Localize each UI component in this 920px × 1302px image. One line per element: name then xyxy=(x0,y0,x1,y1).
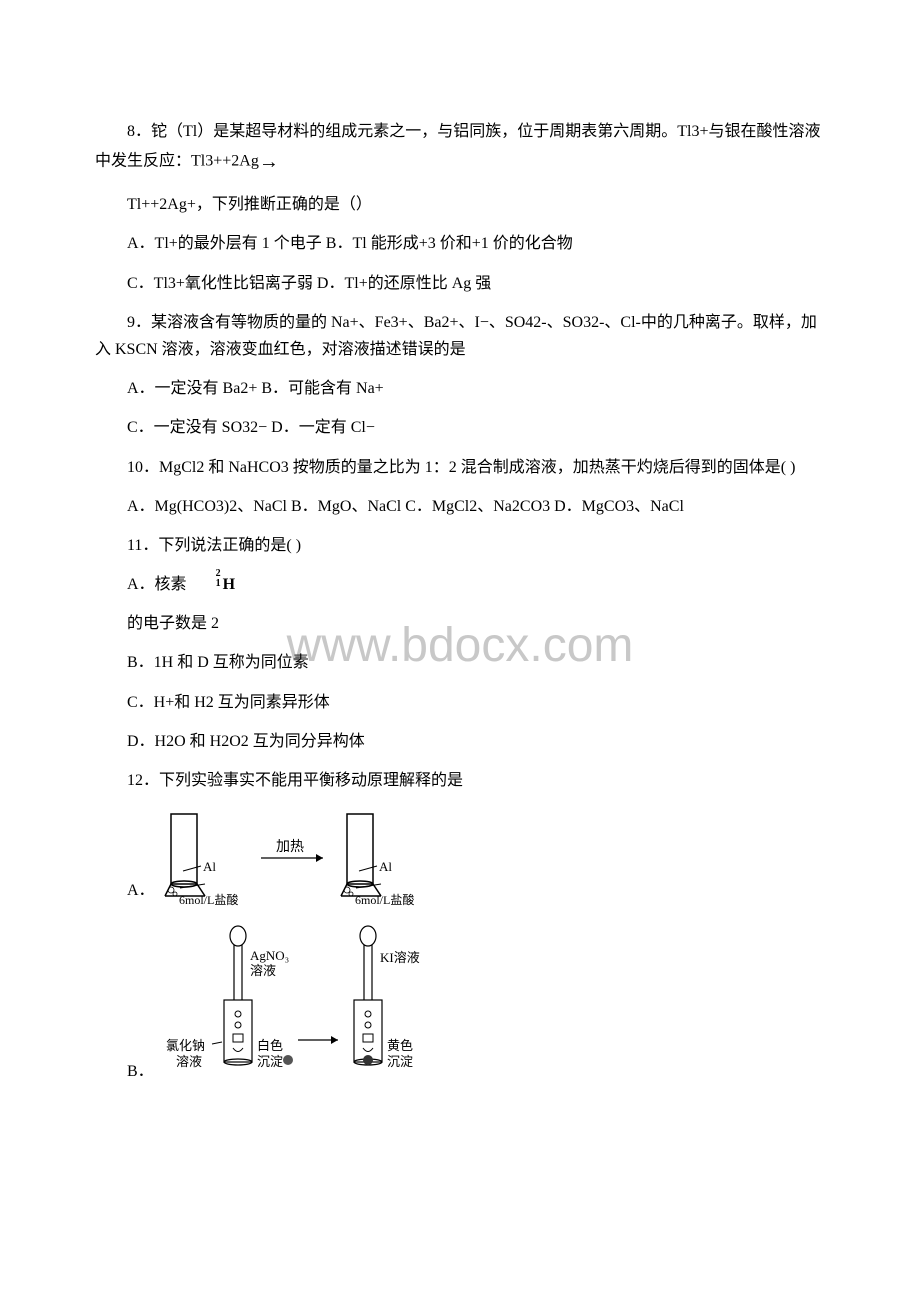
svg-text:Al: Al xyxy=(379,859,392,874)
svg-text:溶液: 溶液 xyxy=(176,1054,202,1069)
svg-text:Al: Al xyxy=(203,859,216,874)
svg-text:KI溶液: KI溶液 xyxy=(380,950,420,965)
svg-text:白色: 白色 xyxy=(257,1038,283,1053)
q8-option-ab: A．Tl+的最外层有 1 个电子 B．Tl 能形成+3 价和+1 价的化合物 xyxy=(95,230,825,257)
svg-text:氯化钠: 氯化钠 xyxy=(166,1038,205,1053)
q11-option-d: D．H2O 和 H2O2 互为同分异构体 xyxy=(95,728,825,755)
q12-label-b: B． xyxy=(95,1058,154,1087)
q11-a-line2: 的电子数是 2 xyxy=(95,610,825,637)
q11-option-c: C．H+和 H2 互为同素异形体 xyxy=(95,689,825,716)
svg-text:沉淀: 沉淀 xyxy=(387,1054,413,1069)
svg-text:6mol/L盐酸: 6mol/L盐酸 xyxy=(179,892,238,906)
q12-stem: 12．下列实验事实不能用平衡移动原理解释的是 xyxy=(95,767,825,794)
q12-option-b-row: B． AgNO₃ 溶液 氯化钠 溶液 白色 沉淀 xyxy=(95,922,825,1087)
q9-stem: 9．某溶液含有等物质的量的 Na+、Fe3+、Ba2+、I−、SO42-、SO3… xyxy=(95,309,825,363)
q9-option-cd: C．一定没有 SO32− D．一定有 Cl− xyxy=(95,414,825,441)
svg-text:沉淀: 沉淀 xyxy=(257,1054,283,1069)
q10-stem: 10．MgCl2 和 NaHCO3 按物质的量之比为 1：2 混合制成溶液，加热… xyxy=(95,454,825,481)
svg-text:6mol/L盐酸: 6mol/L盐酸 xyxy=(355,892,414,906)
diagram-b: AgNO₃ 溶液 氯化钠 溶液 白色 沉淀 KI溶 xyxy=(160,922,470,1087)
element-symbol: H xyxy=(223,576,235,593)
q11-a-prefix: A．核素 xyxy=(127,576,187,593)
svg-text:加热: 加热 xyxy=(276,839,304,855)
svg-text:黄色: 黄色 xyxy=(387,1038,413,1053)
isotope-symbol: 21H xyxy=(191,571,235,598)
q11-option-a: A．核素21H xyxy=(95,571,825,598)
q8-option-cd: C．Tl3+氧化性比铝离子弱 D．Tl+的还原性比 Ag 强 xyxy=(95,270,825,297)
q9-option-ab: A．一定没有 Ba2+ B．可能含有 Na+ xyxy=(95,375,825,402)
q12-label-a: A． xyxy=(95,877,155,906)
q8-line2: Tl++2Ag+，下列推断正确的是（） xyxy=(95,191,825,218)
q10-options: A．Mg(HCO3)2、NaCl B．MgO、NaCl C．MgCl2、Na2C… xyxy=(95,493,825,520)
diagram-a: Al 6mol/L盐酸 加热 Al 6mol/L盐酸 xyxy=(161,806,471,906)
q12-option-a-row: A． Al 6mol/L盐酸 加热 xyxy=(95,806,825,906)
q8-text-1: 8．铊（Tl）是某超导材料的组成元素之一，与铝同族，位于周期表第六周期。Tl3+… xyxy=(95,123,820,170)
atomic-number: 1 xyxy=(184,575,221,592)
document-content: 8．铊（Tl）是某超导材料的组成元素之一，与铝同族，位于周期表第六周期。Tl3+… xyxy=(95,118,825,1087)
q8-stem: 8．铊（Tl）是某超导材料的组成元素之一，与铝同族，位于周期表第六周期。Tl3+… xyxy=(95,118,825,179)
arrow-icon: → xyxy=(259,151,279,173)
q11-option-b: B．1H 和 D 互称为同位素 xyxy=(95,649,825,676)
q11-stem: 11．下列说法正确的是( ) xyxy=(95,532,825,559)
svg-text:AgNO₃: AgNO₃ xyxy=(250,948,289,963)
svg-text:溶液: 溶液 xyxy=(250,963,276,978)
